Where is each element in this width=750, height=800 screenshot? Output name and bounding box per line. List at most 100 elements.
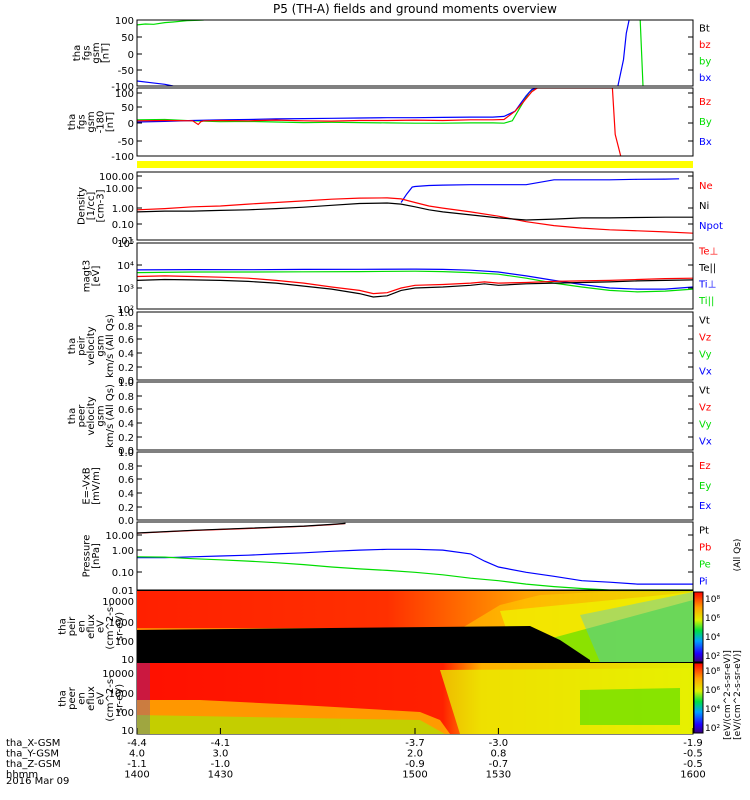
legend-entry: Ni (699, 201, 709, 212)
y-axis-label-line: fgs (81, 45, 92, 60)
y-tick-label: 0.0 (118, 446, 134, 457)
series-line-Ti-3 (137, 270, 693, 293)
y-axis-label-line: Density (77, 187, 88, 225)
y-axis-label-line: [cm-3] (96, 189, 107, 222)
colorbar-tick-label: 10⁸ (705, 595, 720, 605)
colorbar-tick-label: 10² (705, 724, 720, 734)
panel-efield: 1.0 0.8 0.6 0.4 0.2 0.0 E=-VxB[mV/m] Ez Ey Ex (81, 448, 711, 527)
panel-frame (136, 451, 694, 521)
panel-temperature: 10⁵ 10⁴ 10³ 10² magt3[eV] Te⊥ Te|| Ti⊥ Ti|| (81, 239, 718, 316)
y-axis-label-line: tha (58, 618, 69, 634)
y-axis-label-line: en (77, 692, 88, 705)
x-table-value: -1.0 (211, 759, 231, 770)
series-line-By-1 (137, 88, 535, 124)
series-line-Pt-7 (137, 522, 346, 534)
x-table-value: -4.4 (127, 738, 147, 749)
colorbar-peir (693, 591, 704, 663)
panel-peir-velocity: 1.0 0.8 0.6 0.4 0.2 0.0 thapeirvelocitygsmkm/s… (67, 308, 712, 387)
y-tick-label: 50 (121, 33, 134, 44)
y-axis-label-line: peer (77, 404, 88, 428)
y-axis-label-line: tha (67, 408, 78, 424)
y-axis-label-line: gsm (91, 42, 102, 63)
legend-entry: Bt (699, 23, 710, 34)
y-axis-label-line: -180 (96, 111, 107, 134)
pressure-right-label: (All Qs) (733, 539, 743, 572)
panel-frame (136, 171, 694, 241)
y-tick-label: 10² (117, 305, 134, 316)
series-line-Ne-2 (137, 197, 693, 234)
x-table-value: 2.0 (407, 749, 423, 760)
x-table-row-label: tha_Y-GSM (6, 749, 59, 760)
x-table-row-label: tha_X-GSM (6, 738, 60, 749)
panel-frame (136, 87, 694, 157)
legend-entry: Vz (699, 403, 711, 414)
legend-entry: by (699, 56, 711, 67)
y-tick-label: 0.10 (112, 220, 134, 231)
series-line-Pe-7 (137, 556, 693, 590)
legend-entry: Pi (699, 577, 708, 588)
y-tick-label: 0.0 (118, 376, 134, 387)
y-axis-label-line: [eV] (91, 266, 102, 287)
x-table-value: 1430 (208, 770, 233, 781)
peer-spectrogram-image (137, 663, 693, 734)
panel-peer-velocity: 1.0 0.8 0.6 0.4 0.2 0.0 thapeervelocitygsmkm/s… (67, 378, 712, 457)
x-table-value: -0.9 (405, 759, 425, 770)
y-tick-label: 10000 (102, 669, 134, 680)
x-table-value: -4.1 (211, 738, 231, 749)
legend-entry: Vt (699, 386, 710, 397)
panel-frame (136, 242, 694, 310)
y-axis-label-line: tha (58, 690, 69, 706)
legend-entry: Te⊥ (698, 246, 718, 257)
x-table-value: -1.9 (683, 738, 703, 749)
legend-entry: Ti|| (698, 296, 714, 307)
peir-spectrogram-image (137, 591, 693, 662)
series-line-Npot-2 (400, 178, 680, 203)
x-table-value: 3.0 (212, 749, 228, 760)
y-axis-label-line: gsm (96, 405, 107, 426)
y-axis-label-line: en (77, 620, 88, 633)
x-table-value: -0.5 (683, 759, 703, 770)
x-table-value: -1.1 (127, 759, 147, 770)
y-axis-label-line: velocity (86, 396, 97, 435)
x-table-value: -3.7 (405, 738, 425, 749)
y-axis-label-line: [1/cc] (86, 192, 97, 221)
y-tick-label: 100 (115, 637, 134, 648)
y-tick-label: 10⁵ (117, 239, 134, 250)
y-axis-label-line: fgs (77, 114, 88, 129)
panel-pressure: 10.00 1.00 0.10 0.01 Pressure[nPa] Pt Pb Pe Pi (81, 521, 711, 597)
y-axis-label-line: sr-eV) (115, 612, 126, 641)
legend-entry: Npot (699, 221, 723, 232)
series-line-Ti-3 (137, 268, 693, 290)
legend-entry: Pb (699, 543, 711, 554)
x-table-value: -3.0 (489, 738, 509, 749)
y-tick-label: 0.4 (118, 349, 134, 360)
panel-frame (136, 521, 694, 591)
series-line-Bz-1 (137, 88, 622, 156)
y-tick-label: 100.00 (99, 172, 134, 183)
x-axis-table: tha_X-GSM -4.4 -4.1 -3.7 -3.0 -1.9 tha_Y-GSM 4.… (6, 728, 706, 781)
legend-entry: Bx (699, 137, 712, 148)
legend-entry: Ez (699, 461, 711, 472)
series-line-bx-0 (137, 20, 630, 86)
y-tick-label: 1.0 (118, 448, 134, 459)
y-tick-label: 10 (121, 655, 134, 666)
legend-entry: bz (699, 40, 711, 51)
legend-entry: Bz (699, 97, 711, 108)
y-tick-label: 10³ (117, 284, 134, 295)
y-tick-label: 0.2 (118, 363, 134, 374)
panel-frame (136, 381, 694, 451)
colorbar-tick-label: 10⁸ (705, 667, 720, 677)
colorbar-label-2: [eV/(cm^2-s-sr-eV)] (723, 650, 733, 740)
y-tick-label: 100 (115, 16, 134, 27)
y-axis-label-line: magt3 (81, 260, 92, 293)
y-axis-label-line: (cm^2-s- (105, 675, 116, 722)
series-line-Pi-7 (137, 548, 693, 585)
y-tick-label: 10⁴ (117, 261, 134, 272)
y-tick-label: 0.8 (118, 322, 134, 333)
colorbar-label-1: [eV/(cm^2-s-sr-eV)] (733, 650, 743, 740)
y-tick-label: 0.01 (112, 586, 134, 597)
y-axis-label-line: velocity (86, 326, 97, 365)
x-table-value: 1600 (680, 770, 705, 781)
x-table-row-label: tha_Z-GSM (6, 759, 61, 770)
